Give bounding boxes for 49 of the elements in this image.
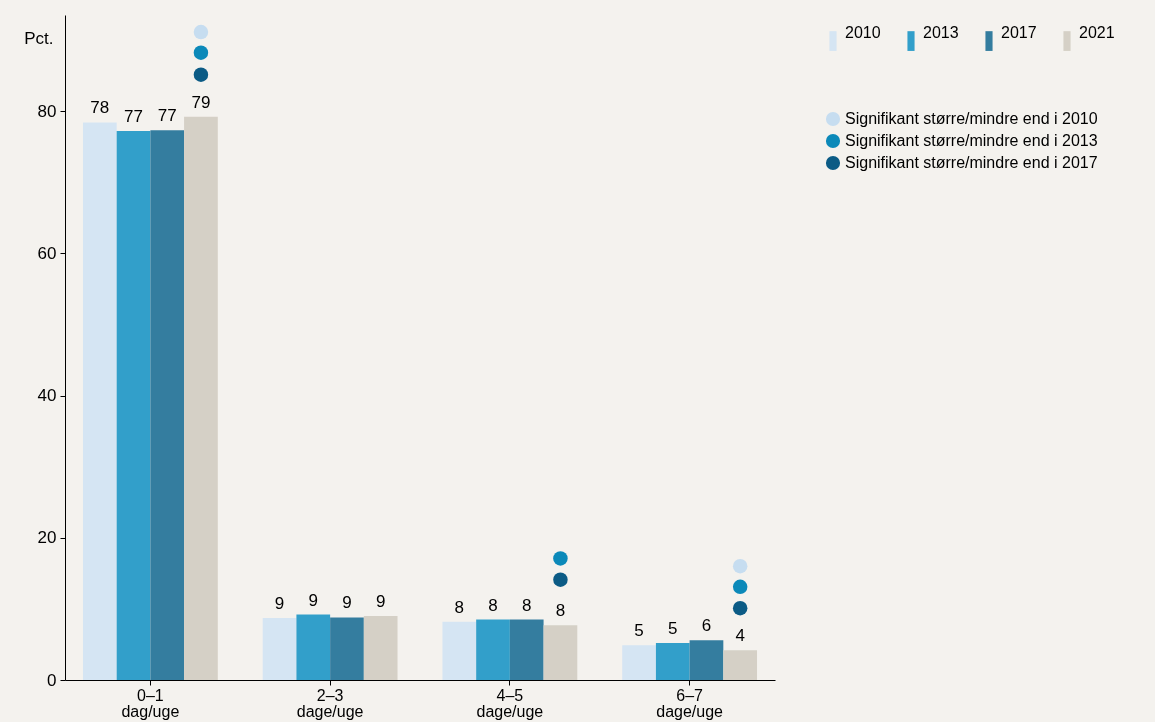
data-label: 77 [124, 106, 143, 126]
bar [622, 645, 656, 680]
y-tick-label: 80 [37, 101, 57, 121]
y-tick-label: 60 [37, 243, 57, 263]
data-label: 6 [701, 616, 712, 636]
bar [363, 615, 398, 680]
bar [296, 614, 331, 680]
y-tick-label: 0 [47, 670, 57, 690]
bar [150, 130, 185, 680]
data-label: 8 [555, 601, 566, 621]
x-tick-label: 2–3 dage/uge [296, 686, 364, 720]
data-label: 8 [454, 597, 465, 617]
legend-label: Signifikant større/mindre end i 2013 [845, 132, 1098, 149]
data-label: 8 [521, 595, 532, 615]
legend-label: 2013 [923, 24, 959, 42]
data-label: 9 [308, 590, 319, 610]
bar [82, 122, 117, 680]
data-label: 9 [342, 593, 352, 613]
data-label: 5 [668, 619, 678, 639]
data-label: 8 [488, 595, 498, 615]
bar [689, 640, 724, 680]
bar [476, 619, 510, 680]
data-label: 9 [375, 591, 386, 611]
bar [184, 116, 218, 680]
bar [262, 618, 297, 680]
legend-label: 2021 [1079, 24, 1115, 42]
bar [330, 617, 364, 680]
legend-label: Signifikant større/mindre end i 2017 [845, 154, 1098, 171]
data-label: 5 [634, 621, 644, 641]
bar [116, 130, 151, 680]
data-label: 79 [191, 92, 211, 112]
data-label: 9 [274, 594, 285, 614]
legend-label: Signifikant større/mindre end i 2010 [845, 110, 1098, 127]
x-tick-label: 6–7 dage/uge [656, 686, 724, 720]
bar [543, 625, 578, 680]
bar [442, 621, 477, 680]
legend-label: 2010 [845, 24, 881, 42]
data-label: 77 [157, 106, 177, 126]
legend-label: 2017 [1001, 24, 1037, 42]
bar [723, 650, 758, 680]
y-tick-label: 40 [37, 386, 57, 406]
y-tick-label: 20 [37, 528, 57, 548]
bar [655, 643, 690, 680]
x-tick-label: 4–5 dage/uge [476, 686, 544, 720]
bar [509, 619, 544, 680]
y-axis-title: Pct. [24, 28, 54, 48]
x-tick-label: 0–1 dag/uge [121, 686, 180, 720]
data-label: 4 [735, 626, 745, 646]
data-label: 78 [90, 98, 110, 118]
